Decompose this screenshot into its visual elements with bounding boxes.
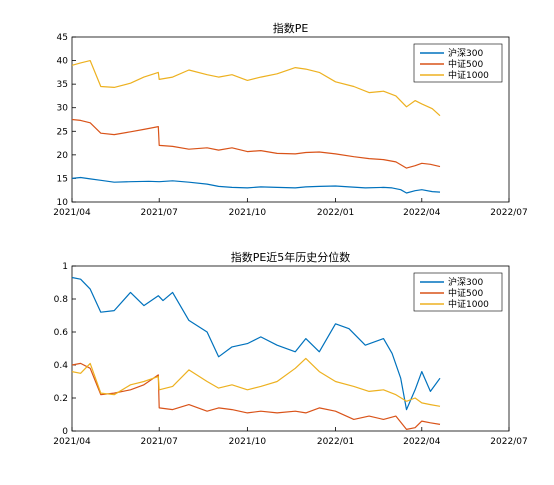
- series-line-中证1000: [71, 357, 441, 407]
- y-tick-label: 20: [57, 151, 69, 161]
- series-lines: [71, 60, 441, 194]
- chart-title: 指数PE: [273, 21, 309, 35]
- legend-label: 中证500: [448, 58, 483, 70]
- y-axis: 10 15 20 25 30 35 40 45: [57, 33, 76, 208]
- y-tick-label: 0.8: [54, 295, 69, 305]
- x-tick-label: 2022/07: [490, 208, 527, 218]
- legend-label: 中证500: [448, 287, 483, 299]
- y-tick-label: 35: [57, 80, 68, 90]
- x-tick-label: 2022/04: [403, 208, 441, 218]
- x-tick-label: 2021/10: [229, 208, 267, 218]
- y-tick-label: 0.2: [54, 394, 68, 404]
- x-tick-label: 2022/04: [403, 437, 441, 447]
- legend-label: 中证1000: [448, 298, 489, 310]
- series-line-中证500: [71, 118, 441, 169]
- y-tick-label: 0.6: [54, 328, 69, 338]
- y-tick-label: 30: [57, 104, 69, 114]
- series-line-中证1000: [71, 60, 441, 117]
- x-tick-label: 2022/07: [490, 437, 527, 447]
- y-tick-label: 1: [62, 262, 68, 272]
- x-axis: 2021/04 2021/07 2021/10 2022/01 2022/04 2022/…: [53, 198, 528, 218]
- y-tick-label: 0.4: [54, 361, 69, 371]
- series-lines: [71, 276, 441, 430]
- y-tick-label: 25: [57, 127, 68, 137]
- x-tick-label: 2021/04: [53, 208, 91, 218]
- y-tick-label: 10: [57, 198, 69, 208]
- y-tick-label: 15: [57, 174, 68, 184]
- legend-label: 沪深300: [448, 276, 483, 288]
- x-tick-label: 2021/04: [53, 437, 91, 447]
- x-axis: 2021/04 2021/07 2021/10 2022/01 2022/04 2022/…: [53, 427, 528, 447]
- y-tick-label: 45: [57, 33, 68, 43]
- chart-pe-percentile: 指数PE近5年历史分位数 00.20.40.60.81 2021/04 2021/…: [53, 250, 527, 447]
- legend-label: 中证1000: [448, 69, 489, 81]
- x-tick-label: 2022/01: [317, 437, 354, 447]
- series-line-沪深300: [71, 276, 441, 411]
- series-line-沪深300: [71, 176, 441, 194]
- legend-label: 沪深300: [448, 47, 483, 59]
- series-line-中证500: [71, 362, 441, 430]
- chart-title: 指数PE近5年历史分位数: [231, 250, 351, 264]
- x-tick-label: 2022/01: [317, 208, 354, 218]
- y-tick-label: 0: [62, 427, 68, 437]
- x-tick-label: 2021/07: [141, 208, 178, 218]
- x-tick-label: 2021/07: [141, 437, 178, 447]
- x-tick-label: 2021/10: [229, 437, 267, 447]
- y-tick-label: 40: [57, 57, 69, 67]
